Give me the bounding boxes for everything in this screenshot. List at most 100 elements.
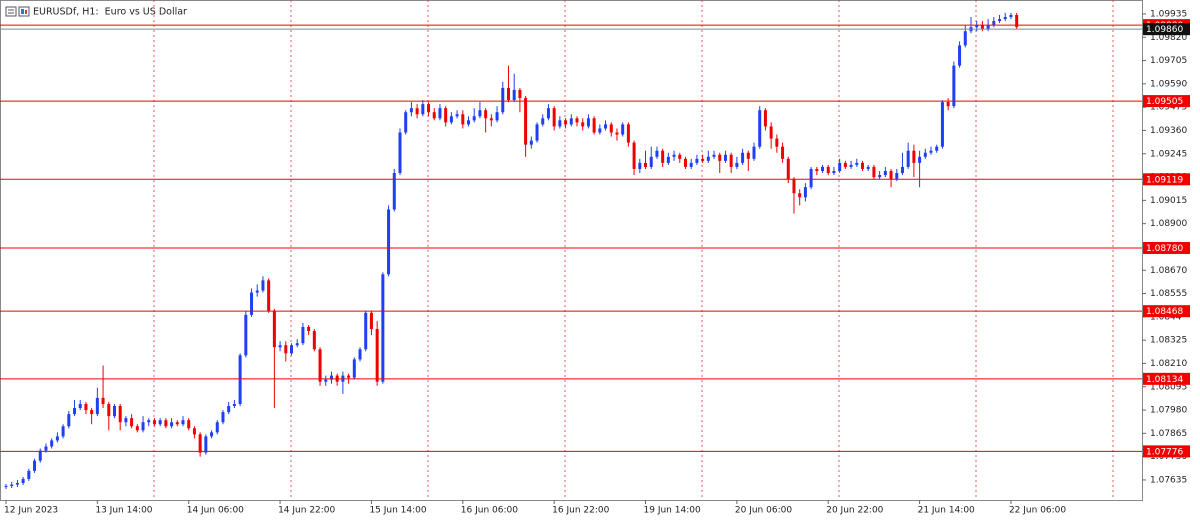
candle-body [998, 19, 1002, 22]
candle-body [187, 420, 191, 429]
candle-body [775, 138, 779, 147]
candle-body [564, 120, 568, 125]
candle-body [575, 118, 579, 123]
candle-body [900, 166, 904, 174]
candle-body [421, 104, 425, 115]
plot-frame [0, 0, 1143, 501]
candle-body [706, 156, 710, 161]
candle-body [501, 87, 505, 113]
candle-body [238, 355, 242, 404]
candle-body [4, 486, 8, 488]
candle-body [215, 422, 219, 433]
candle-body [940, 102, 944, 147]
candle-body [929, 150, 933, 153]
candle-body [198, 434, 202, 453]
candle-body [427, 104, 431, 113]
x-tick-label: 20 Jun 22:00 [826, 506, 883, 516]
candle-body [324, 379, 328, 382]
candle-body [552, 108, 556, 127]
candle-body [318, 349, 322, 382]
price-label: 1.09860 [1146, 25, 1183, 35]
candle-body [392, 173, 396, 210]
y-tick-label: 1.09590 [1150, 79, 1187, 89]
candle-body [661, 150, 665, 163]
candle-body [358, 349, 362, 360]
candle-body [175, 422, 179, 425]
candle-body [518, 89, 522, 99]
candle-body [204, 436, 208, 453]
price-label-box [1143, 23, 1190, 36]
candle-body [666, 156, 670, 163]
candle-body [741, 152, 745, 163]
plot [4, 12, 1019, 490]
candle-body [250, 292, 254, 315]
candle-body [906, 150, 910, 167]
y-tick-label: 1.09475 [1150, 103, 1187, 113]
candle-body [695, 158, 699, 163]
candle-body [312, 331, 316, 350]
candle-body [621, 124, 625, 135]
y-tick-label: 1.08095 [1150, 382, 1187, 392]
candle-body [278, 345, 282, 348]
candle-body [244, 314, 248, 356]
candle-body [118, 405, 122, 423]
candle-body [101, 397, 105, 404]
x-tick-label: 20 Jun 06:00 [735, 506, 792, 516]
candle-body [529, 140, 533, 145]
candle-body [141, 422, 145, 431]
y-tick-label: 1.09935 [1150, 9, 1187, 19]
candle-body [1015, 14, 1019, 28]
candle-body [815, 168, 819, 171]
candle-body [649, 156, 653, 167]
candle-body [221, 412, 225, 423]
candle-body [786, 158, 790, 180]
candle-body [284, 345, 288, 354]
x-tick-label: 14 Jun 22:00 [278, 506, 335, 516]
y-tick-label: 1.0844 [1150, 312, 1182, 322]
candle-body [467, 120, 471, 125]
candle-body [152, 420, 156, 425]
candle-body [1009, 14, 1013, 18]
y-tick-label: 1.08555 [1150, 289, 1187, 299]
candle-body [718, 154, 722, 161]
candle-body [124, 418, 128, 423]
candle-body [347, 375, 351, 378]
candle-body [227, 405, 231, 413]
candle-body [73, 408, 77, 415]
candle-body [781, 146, 785, 159]
level-label: 1.08780 [1146, 244, 1183, 254]
candle-body [723, 154, 727, 161]
icon [5, 6, 17, 17]
candle-body [883, 170, 887, 176]
candle-body [672, 154, 676, 157]
candle-body [84, 403, 88, 411]
y-tick-label: 1.07865 [1150, 429, 1187, 439]
level-label: 1.08134 [1146, 375, 1183, 385]
candle-body [15, 482, 19, 485]
y-tick-label: 1.08900 [1150, 219, 1187, 229]
candle-body [958, 45, 962, 66]
candle-body [838, 162, 842, 171]
x-tick-label: 22 Jun 06:00 [1009, 506, 1066, 516]
candle-body [38, 450, 42, 461]
candle-body [301, 326, 305, 344]
x-tick-label: 16 Jun 06:00 [461, 506, 518, 516]
candle-body [923, 152, 927, 157]
candle-body [55, 436, 59, 441]
candle-body [878, 175, 882, 178]
candle-body [1003, 17, 1007, 20]
y-tick-label: 1.08325 [1150, 336, 1187, 346]
candle-body [61, 426, 65, 437]
candle-body [90, 410, 94, 415]
candle-body [478, 110, 482, 117]
level-label-box [1143, 305, 1190, 318]
x-tick-label: 14 Jun 06:00 [187, 506, 244, 516]
x-tick-label: 15 Jun 14:00 [369, 506, 426, 516]
candle-body [307, 326, 311, 332]
candle-body [181, 420, 185, 425]
candle-body [261, 280, 265, 291]
candle-body [535, 124, 539, 141]
y-tick-label: 1.09360 [1150, 126, 1187, 136]
candle-body [769, 126, 773, 139]
